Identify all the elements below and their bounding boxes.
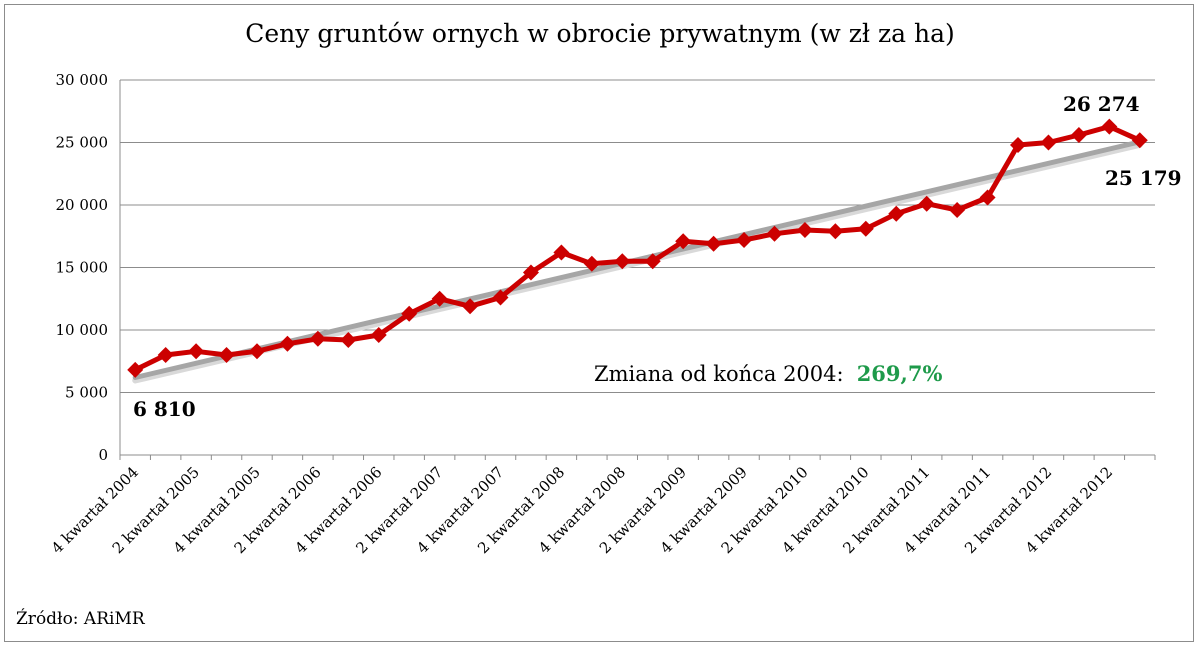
- chart-title: Ceny gruntów ornych w obrocie prywatnym …: [245, 19, 955, 48]
- y-tick-label: 20 000: [56, 196, 109, 214]
- data-point-marker: [553, 244, 570, 261]
- data-point-marker: [888, 205, 905, 222]
- last-value-label: 25 179: [1105, 166, 1182, 190]
- data-point-marker: [614, 253, 631, 270]
- axes: [119, 80, 1156, 460]
- chart-border: [4, 4, 1194, 642]
- data-point-marker: [705, 235, 722, 252]
- series-line: [134, 124, 1141, 373]
- data-point-marker: [340, 332, 357, 348]
- data-point-marker: [462, 298, 479, 315]
- data-point-marker: [918, 195, 935, 212]
- y-tick-label: 30 000: [56, 71, 109, 89]
- data-point-marker: [1040, 134, 1057, 151]
- data-point-marker: [431, 290, 448, 307]
- change-label: Zmiana od końca 2004:: [594, 362, 844, 386]
- data-point-marker: [1010, 137, 1027, 153]
- data-point-marker: [127, 361, 144, 378]
- data-point-marker: [492, 289, 509, 306]
- data-point-marker: [766, 225, 783, 242]
- source-note: Źródło: ARiMR: [16, 608, 146, 629]
- series-price: [127, 118, 1148, 378]
- data-point-marker: [188, 343, 205, 360]
- data-point-marker: [279, 335, 296, 352]
- grid-lines: [120, 79, 1155, 393]
- data-point-marker: [979, 189, 996, 206]
- data-point-marker: [675, 233, 692, 250]
- y-tick-label: 25 000: [56, 134, 109, 152]
- data-point-marker: [644, 253, 661, 270]
- data-point-marker: [1101, 118, 1118, 135]
- y-tick-label: 10 000: [56, 321, 109, 339]
- data-point-marker: [401, 305, 418, 322]
- data-point-marker: [857, 220, 874, 237]
- data-point-marker: [796, 222, 813, 238]
- data-point-marker: [827, 223, 844, 240]
- y-tick-label: 15 000: [56, 259, 109, 277]
- data-point-marker: [583, 255, 600, 272]
- data-point-marker: [1131, 132, 1148, 149]
- data-point-marker: [736, 232, 753, 248]
- data-point-marker: [370, 327, 387, 343]
- data-point-marker: [248, 343, 265, 360]
- change-annotation: Zmiana od końca 2004: 269,7%: [594, 361, 942, 386]
- y-tick-label: 5 000: [65, 384, 108, 402]
- first-value-label: 6 810: [133, 397, 196, 421]
- y-axis-tick-labels: 0 5 000 10 000 15 000 20 000 25 000 30 000: [56, 71, 109, 464]
- data-point-marker: [218, 347, 235, 363]
- data-point-marker: [522, 264, 539, 281]
- max-value-label: 26 274: [1063, 92, 1140, 116]
- data-point-marker: [1070, 127, 1087, 143]
- data-point-marker: [157, 347, 174, 363]
- data-point-marker: [949, 202, 966, 218]
- y-tick-label: 0: [98, 446, 108, 464]
- data-point-marker: [309, 330, 326, 347]
- change-value: 269,7%: [857, 361, 943, 386]
